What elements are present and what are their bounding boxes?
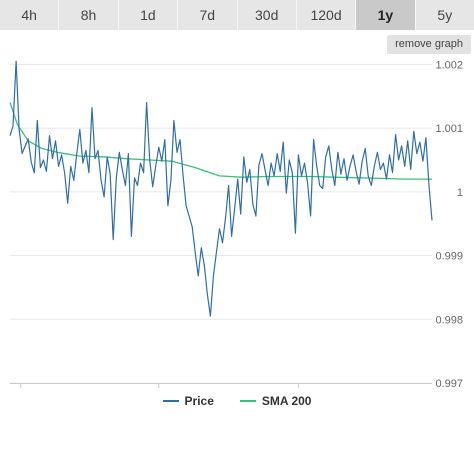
tab-8h[interactable]: 8h (59, 0, 119, 30)
price-chart[interactable]: 1.002 1.001 1 0.999 0.998 0.997 Apr '25Jul '2… (0, 58, 474, 388)
legend-label-price: Price (184, 394, 214, 408)
x-axis: Apr '25Jul '25Oct '25 (10, 383, 432, 388)
legend-label-sma: SMA 200 (261, 394, 312, 408)
y-tick-label: 0.998 (435, 314, 463, 326)
tab-30d[interactable]: 30d (237, 0, 297, 30)
price-legend-swatch (162, 400, 179, 402)
price-line (9, 60, 433, 317)
sma-200-line (9, 102, 432, 180)
y-tick-label: 0.997 (435, 378, 463, 388)
y-tick-label: 1.001 (435, 123, 463, 135)
tab-120d[interactable]: 120d (296, 0, 357, 30)
remove-graph-button[interactable]: remove graph (387, 35, 471, 54)
tab-5y[interactable]: 5y (415, 0, 474, 30)
time-range-tabs: 4h 8h 1d 7d 30d 120d 1y 5y (0, 0, 474, 30)
tab-1y[interactable]: 1y (356, 0, 416, 30)
legend-item-sma[interactable]: SMA 200 (239, 394, 312, 408)
tab-4h[interactable]: 4h (0, 0, 60, 30)
y-tick-label: 0.999 (435, 251, 463, 263)
y-tick-label: 1.002 (435, 59, 463, 71)
tab-1d[interactable]: 1d (118, 0, 179, 30)
chart-series (9, 60, 433, 317)
y-tick-label: 1 (457, 187, 463, 199)
chart-legend: Price SMA 200 (0, 392, 474, 410)
legend-item-price[interactable]: Price (162, 394, 214, 408)
tab-7d[interactable]: 7d (178, 0, 238, 30)
y-axis: 1.002 1.001 1 0.999 0.998 0.997 (435, 59, 463, 388)
sma-legend-swatch (239, 400, 256, 402)
chart-grid (10, 63, 432, 384)
